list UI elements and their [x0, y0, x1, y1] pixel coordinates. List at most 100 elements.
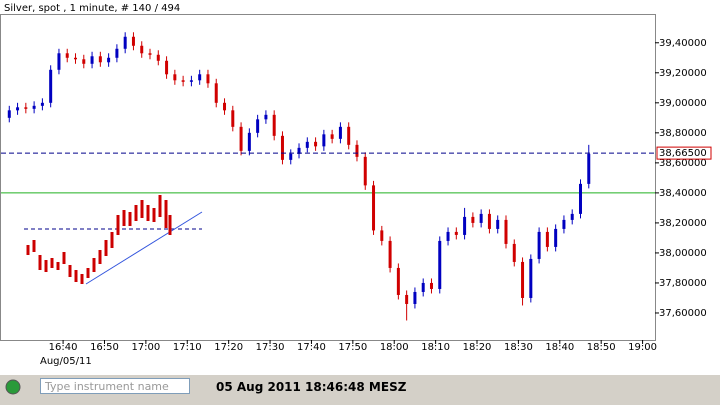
candle-body: [65, 53, 69, 58]
x-tick-label: 16:50: [90, 342, 119, 353]
candle-body: [156, 54, 160, 61]
x-tick-label: 17:50: [338, 342, 367, 353]
candle-body: [496, 219, 500, 229]
y-tick-label: 39,40000: [659, 38, 707, 49]
candle-body: [388, 240, 392, 268]
y-tick-label: 39,20000: [659, 68, 707, 79]
candle-body: [562, 219, 566, 229]
candle-body: [314, 141, 318, 147]
candle-body: [471, 216, 475, 223]
x-tick-label: 17:10: [173, 342, 202, 353]
y-tick-label: 38,40000: [659, 188, 707, 199]
candle-body: [140, 45, 144, 54]
candle-body: [57, 53, 61, 70]
x-tick-label: 18:10: [421, 342, 450, 353]
candle-body: [570, 213, 574, 220]
candle-body: [537, 231, 541, 259]
x-tick-label: 17:00: [131, 342, 160, 353]
candle-body: [165, 60, 169, 75]
candle-body: [554, 228, 558, 247]
y-tick-label: 38,60000: [659, 158, 707, 169]
inset-candles: [26, 195, 172, 284]
timestamp: 05 Aug 2011 18:46:48 MESZ: [216, 380, 407, 394]
x-tick-label: 17:40: [297, 342, 326, 353]
inset-thumbnail: [24, 160, 203, 290]
candle-body: [380, 230, 384, 241]
y-tick-label: 39,00000: [659, 98, 707, 109]
candle-body: [355, 144, 359, 157]
candle-body: [239, 126, 243, 151]
candle-body: [429, 282, 433, 289]
candle-body: [322, 134, 326, 147]
candle-body: [330, 134, 334, 139]
candle-body: [479, 213, 483, 223]
candle-body: [545, 231, 549, 247]
candle-body: [297, 147, 301, 154]
candle-body: [396, 267, 400, 295]
candle-body: [487, 213, 491, 229]
inset-trend-line: [85, 211, 203, 285]
inset-bg: [24, 160, 202, 290]
search-input[interactable]: Type instrument name: [40, 378, 190, 394]
candle-body: [421, 282, 425, 292]
candle-body: [90, 56, 94, 64]
current-price-box: [656, 146, 712, 160]
candle-body: [280, 135, 284, 160]
candle-body: [504, 219, 508, 244]
candle-body: [305, 141, 309, 148]
candle-body: [49, 69, 53, 103]
candle-body: [231, 110, 235, 127]
candle-body: [405, 294, 409, 304]
status-icon: [5, 379, 21, 395]
x-tick-label: 17:30: [256, 342, 285, 353]
x-tick-label: 18:50: [587, 342, 616, 353]
candle-body: [256, 119, 260, 133]
candle-body: [264, 114, 268, 120]
y-tick-label: 38,80000: [659, 128, 707, 139]
x-tick-label: 17:20: [214, 342, 243, 353]
candle-body: [82, 59, 86, 64]
candle-body: [413, 291, 417, 304]
x-tick-label: 19:00: [628, 342, 657, 353]
candle-body: [123, 36, 127, 49]
candle-body: [347, 126, 351, 145]
candle-body: [512, 243, 516, 262]
y-tick-label: 37,80000: [659, 278, 707, 289]
candle-body: [578, 183, 582, 214]
candle-body: [446, 231, 450, 241]
x-tick-label: 18:20: [463, 342, 492, 353]
candle-body: [198, 74, 202, 81]
candle-body: [16, 107, 20, 111]
candle-body: [247, 132, 251, 151]
candle-body: [338, 126, 342, 139]
candle-body: [289, 153, 293, 160]
candle-body: [272, 114, 276, 136]
candle-body: [74, 57, 78, 60]
candle-body: [115, 48, 119, 58]
candle-body: [181, 80, 185, 82]
y-tick-label: 37,60000: [659, 308, 707, 319]
candle-body: [454, 231, 458, 235]
x-tick-label: 18:40: [545, 342, 574, 353]
x-tick-label: 16:40: [49, 342, 78, 353]
candle-body: [148, 53, 152, 55]
candle-body: [521, 261, 525, 298]
current-price-label: 38,66500: [659, 148, 707, 159]
candle-body: [214, 83, 218, 103]
plot-frame: [0, 14, 656, 341]
chart-title: Silver, spot , 1 minute, # 140 / 494: [4, 3, 180, 14]
date-label: Aug/05/11: [40, 356, 92, 367]
x-tick-label: 18:00: [380, 342, 409, 353]
candle-body: [131, 36, 135, 46]
candle-body: [7, 110, 11, 118]
chart: Silver, spot , 1 minute, # 140 / 494 Aug…: [0, 0, 720, 375]
candle-body: [24, 107, 28, 109]
candle-body: [438, 240, 442, 289]
candle-body: [587, 153, 591, 184]
x-tick-label: 18:30: [504, 342, 533, 353]
candle-body: [372, 185, 376, 231]
candle-body: [40, 102, 44, 106]
candle-body: [107, 57, 111, 63]
candle-body: [529, 258, 533, 298]
